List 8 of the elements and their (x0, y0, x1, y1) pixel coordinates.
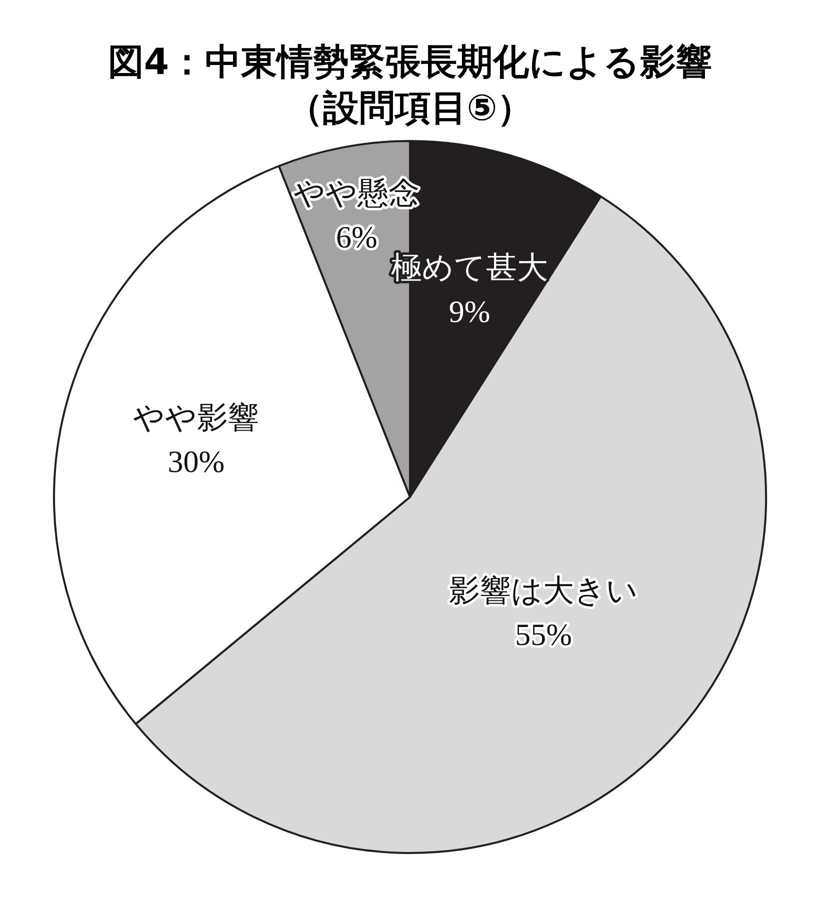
data-label: 6% (336, 219, 378, 254)
data-label: 9% (448, 294, 490, 330)
slice-label: 影響は大きい (449, 572, 638, 608)
data-label: 30% (168, 444, 225, 480)
slice-label: やや影響 (133, 400, 260, 436)
chart-subtitle: （設問項目⑤） (286, 87, 534, 131)
chart-title: 図4：中東情勢緊張長期化による影響 (106, 41, 714, 85)
data-label: 55% (515, 616, 572, 652)
